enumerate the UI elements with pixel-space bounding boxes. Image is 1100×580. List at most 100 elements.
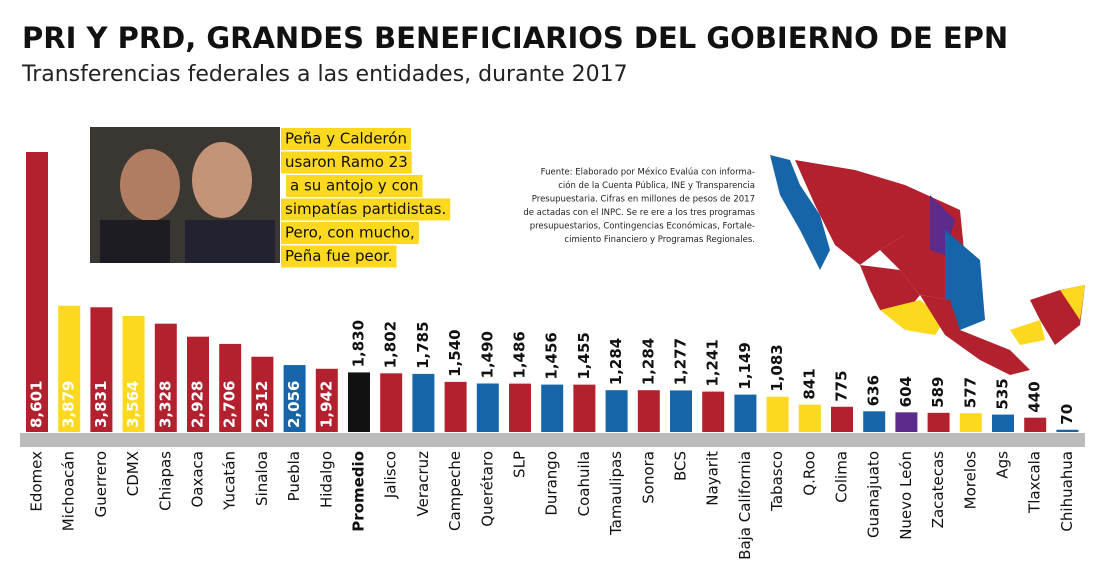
value-label: 2,706	[221, 381, 239, 428]
bar	[541, 384, 564, 432]
value-label: 3,879	[60, 381, 78, 428]
x-tick-label: Coahuila	[575, 451, 593, 516]
value-label: 2,928	[189, 381, 207, 428]
bar	[637, 390, 660, 432]
bar	[251, 356, 274, 432]
x-tick-label: Chihuahua	[1058, 451, 1076, 532]
value-label: 1,241	[704, 339, 722, 386]
bar	[412, 373, 435, 432]
value-label: 1,455	[575, 332, 593, 379]
note-line: cimiento Financiero y Programas Regional…	[564, 235, 755, 245]
value-label: 1,284	[607, 338, 625, 385]
bar	[702, 391, 725, 432]
value-label: 1,456	[543, 332, 561, 379]
chart-title: PRI Y PRD, GRANDES BENEFICIARIOS DEL GOB…	[22, 21, 1008, 55]
x-tick-label: Zacatecas	[929, 451, 947, 528]
bar	[798, 404, 821, 432]
bar	[509, 383, 531, 432]
x-tick-label: SLP	[511, 451, 529, 478]
note-line: presupuestarios, Contingencias Económica…	[530, 221, 755, 232]
photo	[90, 127, 280, 263]
bar	[154, 323, 177, 432]
x-tick-label: Puebla	[285, 451, 303, 501]
x-tick-label: Morelos	[961, 451, 979, 510]
x-tick-label: Edomex	[28, 451, 46, 512]
x-tick-label: Nayarit	[704, 451, 722, 506]
x-tick-label: Sonora	[639, 451, 657, 504]
value-label: 3,564	[124, 381, 142, 428]
value-label: 1,785	[414, 321, 432, 368]
x-tick-label: Tlaxcala	[1026, 451, 1044, 514]
note-line: Presupuestaria. Cifras en millones de pe…	[532, 195, 755, 205]
value-label: 3,831	[92, 381, 110, 428]
callout-bg	[281, 222, 419, 244]
bar	[1024, 417, 1047, 432]
value-label: 1,942	[317, 381, 335, 428]
chart-subtitle: Transferencias federales a las entidades…	[21, 62, 628, 87]
note-line: de actadas con el INPC. Se re ere a los …	[523, 208, 755, 218]
bar	[219, 343, 242, 432]
map	[770, 155, 1085, 375]
value-label: 841	[800, 368, 818, 399]
callout-line: usaron Ramo 23	[285, 153, 408, 171]
callout-line: a su antojo y con	[290, 177, 419, 195]
bar	[573, 384, 596, 432]
x-tick-label: Oaxaca	[189, 451, 207, 508]
x-tick-label: Nuevo León	[897, 451, 915, 540]
bar	[187, 336, 209, 432]
bar	[348, 372, 370, 432]
value-label: 1,284	[639, 338, 657, 385]
x-tick-label: Veracruz	[414, 451, 432, 517]
value-label: 1,277	[672, 338, 690, 385]
bar	[831, 406, 853, 432]
value-label: 589	[929, 377, 947, 408]
value-label: 1,540	[446, 329, 464, 376]
bar	[992, 414, 1014, 432]
callout-bg	[281, 245, 397, 268]
callout-line: Pero, con mucho,	[285, 224, 415, 242]
x-tick-label: Ags	[994, 451, 1012, 479]
x-tick-label: Yucatán	[221, 451, 239, 511]
bar	[283, 365, 306, 432]
value-label: 636	[865, 375, 883, 406]
value-label: 70	[1058, 404, 1076, 425]
x-tick-label: Colima	[833, 451, 851, 503]
bar	[1056, 429, 1079, 432]
value-label: 1,830	[350, 320, 368, 367]
callout-line: Peña y Calderón	[285, 130, 407, 148]
value-label: 440	[1026, 381, 1044, 412]
x-tick-label: Tamaulipas	[607, 451, 625, 536]
bar	[734, 394, 757, 432]
callout: Peña y Calderón usaron Ramo 23 a su antojo…	[281, 128, 451, 268]
value-label: 535	[994, 378, 1012, 409]
callout-bg	[281, 128, 411, 150]
note-line: ción de la Cuenta Pública, INE y Transpa…	[558, 180, 755, 191]
bar	[895, 412, 918, 432]
x-tick-label: Michoacán	[60, 451, 78, 531]
x-tick-label: Sinaloa	[253, 451, 271, 506]
x-tick-label: Guanajuato	[865, 451, 883, 538]
x-tick-label: Campeche	[446, 451, 464, 531]
value-label: 577	[961, 377, 979, 408]
callout-bg	[286, 175, 423, 197]
callout-line: simpatías partidistas.	[285, 200, 446, 218]
bar	[476, 383, 499, 432]
x-tick-label: BCS	[672, 451, 690, 481]
x-tick-label: Tabasco	[768, 451, 786, 512]
x-tick-label: Jalisco	[382, 451, 400, 499]
value-label: 604	[897, 376, 915, 407]
callout-bg	[281, 151, 412, 174]
bar	[959, 413, 982, 432]
x-tick-label: CDMX	[124, 451, 142, 496]
callout-bg	[281, 198, 451, 221]
value-label: 3,328	[156, 381, 174, 428]
bar	[766, 396, 789, 432]
x-tick-label: Querétaro	[478, 451, 496, 527]
x-tick-label: Promedio	[350, 451, 368, 532]
value-label: 775	[833, 370, 851, 401]
bar	[927, 412, 950, 432]
bar	[380, 373, 403, 432]
bar	[444, 381, 467, 432]
x-tick-label: Hidalgo	[317, 451, 335, 508]
